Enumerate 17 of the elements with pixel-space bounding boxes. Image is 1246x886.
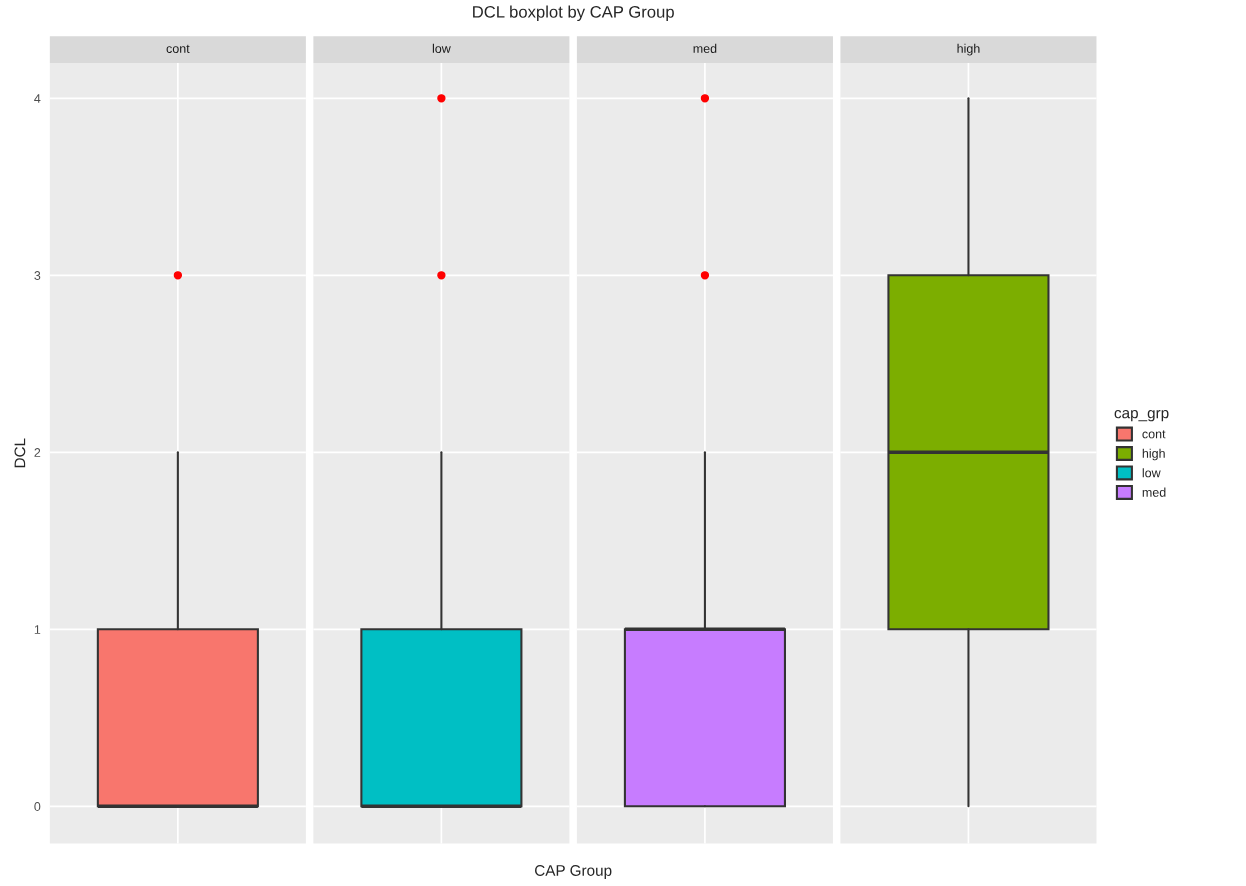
y-tick-label: 4 xyxy=(34,94,41,103)
y-tick-label: 1 xyxy=(34,625,41,634)
chart-title: DCL boxplot by CAP Group xyxy=(473,5,674,22)
x-tick-label: low xyxy=(432,43,451,53)
legend-label: med xyxy=(1142,487,1166,497)
x-tick-label: high xyxy=(957,43,980,56)
legend-label: cont xyxy=(1142,430,1166,439)
x-tick-label: cont xyxy=(166,44,190,53)
x-axis-title: CAP Group xyxy=(535,865,612,879)
legend-title: cap_grp xyxy=(1114,409,1169,422)
x-tick-label: med xyxy=(693,43,717,53)
y-tick-label: 0 xyxy=(34,802,41,811)
legend-label: low xyxy=(1142,468,1161,478)
y-tick-label: 2 xyxy=(34,448,41,457)
legend-label: high xyxy=(1142,448,1165,461)
y-axis-title: DCL xyxy=(14,438,26,468)
y-tick-label: 3 xyxy=(34,271,41,280)
